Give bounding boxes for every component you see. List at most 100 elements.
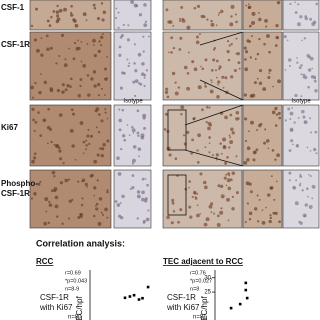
cell <box>100 211 103 214</box>
cell <box>195 40 200 45</box>
cell <box>130 0 135 4</box>
cell <box>302 115 306 119</box>
cell <box>191 195 194 199</box>
footer-note: n=80 <box>68 315 82 320</box>
cell <box>79 121 84 125</box>
cell <box>102 10 106 14</box>
cell <box>251 21 256 25</box>
cell <box>55 62 58 65</box>
cell <box>72 57 76 61</box>
cell <box>97 113 101 116</box>
cell <box>315 2 319 6</box>
cell <box>247 5 251 9</box>
cell <box>64 88 68 92</box>
micrograph <box>113 31 152 101</box>
cell <box>256 194 259 197</box>
cell <box>118 45 122 49</box>
cell <box>204 146 207 149</box>
cell <box>168 153 172 157</box>
cell <box>61 83 65 87</box>
cell <box>55 10 60 14</box>
cell <box>210 22 215 27</box>
cell <box>314 77 317 80</box>
cell <box>196 204 199 206</box>
cell <box>224 115 228 120</box>
cell <box>101 147 105 151</box>
point <box>128 295 132 298</box>
cell <box>138 155 141 158</box>
cell <box>106 216 109 219</box>
cell <box>291 107 293 109</box>
row-label: Phospho- <box>1 179 38 188</box>
cell <box>186 86 190 91</box>
cell <box>307 195 309 198</box>
point <box>146 285 150 289</box>
cell <box>95 202 99 206</box>
series-label: CSF-1R <box>167 293 196 302</box>
cell <box>289 2 292 6</box>
cell <box>243 93 247 97</box>
micrograph <box>162 31 243 101</box>
cell <box>298 184 302 187</box>
cell <box>294 201 299 206</box>
cell <box>106 139 110 143</box>
cell <box>247 3 250 6</box>
cell <box>104 111 107 114</box>
cell <box>92 44 95 46</box>
cell <box>204 58 208 62</box>
cell <box>141 62 145 66</box>
cell <box>225 184 228 187</box>
cell <box>248 182 252 186</box>
cell <box>81 178 86 182</box>
cell <box>244 67 249 72</box>
cell <box>102 213 105 216</box>
cell <box>53 175 56 178</box>
cell <box>88 142 91 146</box>
cell <box>118 108 121 111</box>
cell <box>131 125 134 129</box>
cell <box>126 124 129 126</box>
cell <box>309 17 313 21</box>
cell <box>309 150 312 152</box>
cell <box>73 41 77 45</box>
cell <box>198 33 201 36</box>
cell <box>170 221 174 225</box>
cell <box>276 0 281 5</box>
cell <box>142 35 145 38</box>
series-label: CSF-1R <box>40 293 69 302</box>
cell <box>311 21 316 26</box>
cell <box>136 109 140 113</box>
cell <box>205 217 210 222</box>
cell <box>186 25 191 30</box>
cell <box>38 90 42 95</box>
cell <box>92 38 96 43</box>
cell <box>51 170 56 175</box>
cell <box>248 211 253 216</box>
cell <box>256 129 259 132</box>
cell <box>145 69 149 72</box>
cell <box>233 68 237 73</box>
cell <box>94 204 97 207</box>
cell <box>178 48 182 51</box>
cell <box>93 7 97 10</box>
cell <box>274 106 278 111</box>
cell <box>268 50 271 54</box>
cell <box>193 117 196 120</box>
cell <box>50 140 53 144</box>
cell <box>246 146 251 150</box>
cell <box>298 66 302 70</box>
cell <box>105 77 108 80</box>
cell <box>119 36 123 39</box>
cell <box>134 69 138 73</box>
cell <box>137 52 142 57</box>
cell <box>298 220 301 224</box>
cell <box>106 56 108 58</box>
cell <box>244 50 249 54</box>
cell <box>49 88 54 93</box>
cell <box>283 35 287 39</box>
cell <box>179 208 183 212</box>
row-label: CSF-1R <box>1 189 30 198</box>
cell <box>248 24 252 28</box>
cell <box>31 159 35 164</box>
